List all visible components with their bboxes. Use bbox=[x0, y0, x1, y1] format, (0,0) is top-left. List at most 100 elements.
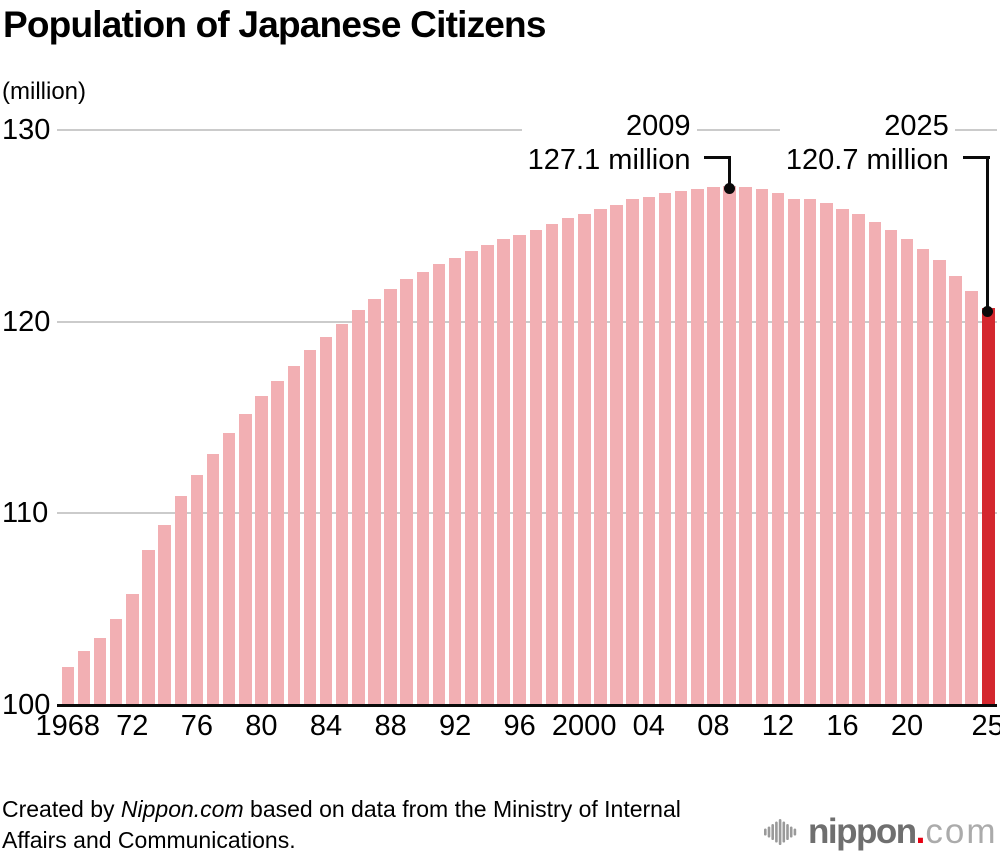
x-tick-label: 96 bbox=[503, 710, 536, 742]
bar bbox=[142, 549, 155, 705]
x-axis-line bbox=[57, 704, 997, 707]
bar bbox=[820, 202, 833, 705]
bar bbox=[545, 223, 559, 705]
annotation-value-label: 120.7 million bbox=[785, 144, 949, 176]
annotation-leader-hline bbox=[704, 156, 732, 159]
bar bbox=[642, 197, 655, 705]
x-tick-label: 84 bbox=[309, 710, 343, 742]
bar bbox=[626, 198, 639, 705]
bar bbox=[836, 208, 849, 705]
bar bbox=[303, 350, 317, 705]
logo-dot: . bbox=[915, 812, 926, 851]
x-tick-label: 08 bbox=[697, 710, 730, 742]
bar bbox=[448, 258, 462, 705]
bar bbox=[206, 453, 220, 705]
x-tick-label: 2000 bbox=[551, 710, 617, 742]
bar bbox=[335, 323, 349, 705]
bar bbox=[658, 193, 672, 705]
bar bbox=[674, 191, 688, 705]
y-tick-label: 100 bbox=[2, 689, 51, 721]
x-tick-label: 25 bbox=[971, 710, 1000, 742]
y-tick-label: 120 bbox=[2, 305, 51, 338]
bar bbox=[739, 187, 752, 705]
gridline bbox=[57, 512, 997, 515]
logo-name: nippon bbox=[808, 812, 917, 851]
bar bbox=[868, 221, 881, 705]
x-tick-label: 76 bbox=[180, 710, 214, 742]
bar bbox=[884, 229, 898, 705]
annotation-year-label: 2025 bbox=[884, 110, 949, 142]
bar bbox=[933, 260, 946, 705]
annotation-leader-vline bbox=[728, 156, 731, 189]
bar bbox=[755, 189, 768, 705]
bar-highlight bbox=[981, 308, 995, 705]
bar bbox=[481, 244, 494, 705]
bar bbox=[319, 336, 333, 705]
annotation-dot bbox=[982, 305, 994, 317]
bar bbox=[239, 413, 252, 705]
bar bbox=[109, 618, 123, 705]
chart-title: Population of Japanese Citizens bbox=[3, 4, 546, 45]
credit-suffix: based on data from the Ministry of Inter… bbox=[243, 796, 681, 822]
annotation-leader-hline bbox=[962, 156, 990, 159]
bar bbox=[222, 432, 236, 705]
bar bbox=[900, 239, 914, 705]
x-tick-label: 16 bbox=[826, 710, 859, 742]
bar bbox=[513, 235, 526, 705]
bar bbox=[949, 275, 962, 705]
bar bbox=[384, 289, 397, 705]
y-tick-label: 110 bbox=[2, 497, 49, 530]
annotation-label: 2025 120.7 million bbox=[779, 108, 955, 178]
bar bbox=[497, 239, 510, 705]
bar bbox=[771, 193, 785, 705]
bar bbox=[723, 185, 736, 705]
y-tick-label: 130 bbox=[2, 113, 51, 146]
bar bbox=[77, 651, 91, 705]
annotation-leader-vline bbox=[986, 156, 989, 312]
bar bbox=[916, 248, 930, 705]
x-tick-label: 04 bbox=[632, 710, 665, 742]
bar bbox=[158, 524, 171, 705]
bar bbox=[255, 396, 268, 705]
bar bbox=[965, 290, 978, 705]
credit-prefix: Created by bbox=[2, 796, 121, 822]
credit-brand: Nippon.com bbox=[120, 796, 244, 822]
bar bbox=[610, 204, 623, 705]
bar bbox=[174, 496, 187, 705]
bar bbox=[126, 593, 139, 705]
bar bbox=[400, 279, 413, 705]
bar bbox=[368, 298, 381, 705]
x-tick-label: 92 bbox=[438, 710, 472, 742]
x-tick-label: 72 bbox=[116, 710, 149, 742]
annotation-value-label: 127.1 million bbox=[527, 144, 691, 176]
footer-credit-line2: Affairs and Communications. bbox=[2, 827, 296, 853]
bar bbox=[578, 214, 591, 705]
logo-tld: com bbox=[925, 812, 998, 851]
bar bbox=[352, 310, 365, 705]
y-axis-unit-label: (million) bbox=[2, 78, 86, 105]
x-tick-label: 80 bbox=[245, 710, 278, 742]
x-tick-label: 12 bbox=[761, 710, 795, 742]
annotation-label: 2009 127.1 million bbox=[521, 108, 697, 178]
bar bbox=[465, 250, 478, 705]
bar bbox=[416, 271, 430, 705]
nippon-logo: nippon.com bbox=[764, 814, 997, 849]
soundwave-bars-icon bbox=[764, 818, 797, 845]
bar bbox=[594, 208, 607, 705]
x-tick-label: 1968 bbox=[35, 710, 101, 742]
x-tick-label: 20 bbox=[890, 710, 924, 742]
x-tick-label: 88 bbox=[374, 710, 407, 742]
bar bbox=[529, 229, 543, 705]
bar bbox=[432, 264, 446, 705]
bar bbox=[561, 218, 575, 705]
gridline bbox=[57, 320, 997, 323]
annotation-year-label: 2009 bbox=[625, 110, 691, 142]
bar bbox=[287, 365, 300, 705]
bar bbox=[61, 666, 74, 705]
bar bbox=[691, 189, 704, 705]
footer-credit-line1: Created by Nippon.com based on data from… bbox=[2, 794, 681, 825]
bar bbox=[852, 214, 865, 705]
bar bbox=[803, 198, 817, 705]
bar bbox=[787, 198, 801, 705]
